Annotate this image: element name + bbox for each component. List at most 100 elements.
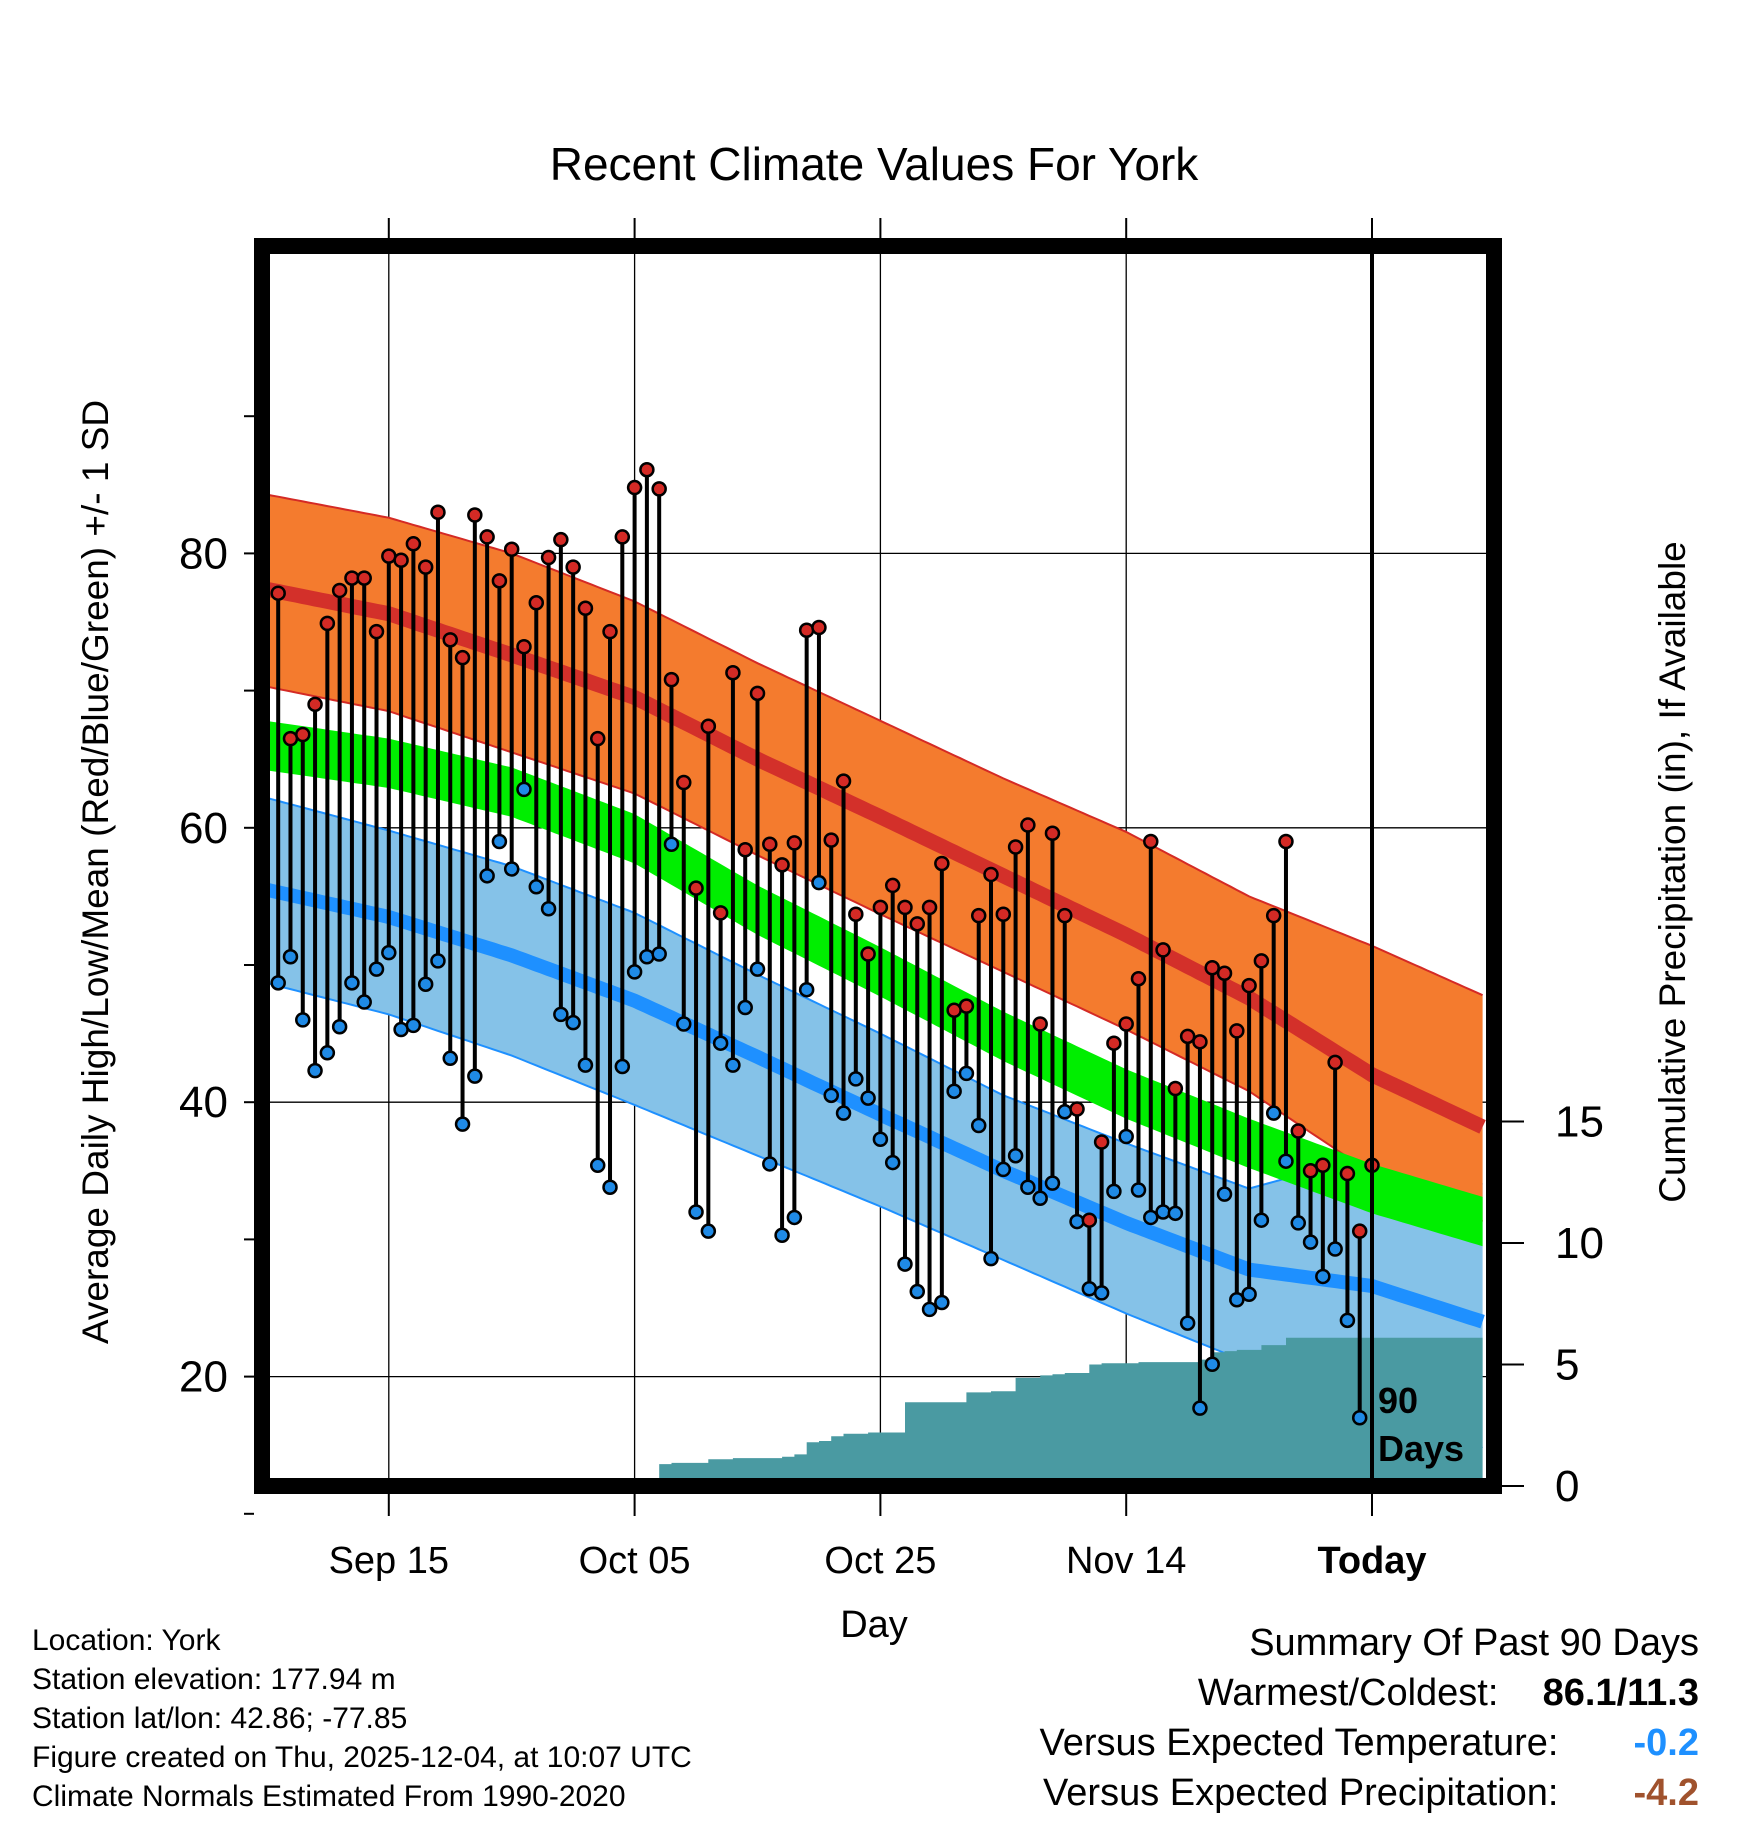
daily-high-point bbox=[848, 906, 864, 922]
daily-low-point bbox=[368, 961, 385, 977]
daily-high-point bbox=[909, 916, 926, 932]
daily-high-point bbox=[1081, 1212, 1098, 1228]
daily-low-point bbox=[774, 1227, 790, 1244]
daily-low-point bbox=[1143, 1209, 1159, 1226]
daily-low-point bbox=[688, 1204, 704, 1220]
daily-low-point bbox=[995, 1161, 1012, 1178]
x-tick-label: Today bbox=[1317, 1540, 1426, 1582]
daily-low-point bbox=[516, 781, 532, 798]
daily-high-point bbox=[1278, 833, 1294, 850]
daily-high-point bbox=[1315, 1157, 1331, 1174]
daily-high-point bbox=[1216, 965, 1233, 981]
temp-value: -0.2 bbox=[1633, 1722, 1699, 1764]
summary-warmest-coldest: Warmest/Coldest: 86.1/11.3 bbox=[1040, 1668, 1699, 1718]
daily-high-point bbox=[1057, 907, 1073, 924]
daily-high-point bbox=[1032, 1016, 1048, 1032]
daily-high-point bbox=[270, 585, 286, 601]
daily-low-point bbox=[577, 1057, 594, 1073]
daily-low-point bbox=[1007, 1147, 1024, 1164]
high-normal-line bbox=[264, 581, 1486, 1134]
daily-low-point bbox=[1155, 1204, 1171, 1220]
daily-low-point bbox=[639, 949, 655, 965]
daily-low-point bbox=[626, 964, 643, 980]
daily-high-point bbox=[1253, 953, 1270, 969]
daily-high-point bbox=[1327, 1054, 1343, 1071]
daily-low-point bbox=[1167, 1205, 1184, 1222]
info-created: Figure created on Thu, 2025-12-04, at 10… bbox=[32, 1741, 692, 1774]
daily-high-point bbox=[835, 773, 852, 789]
daily-low-point bbox=[983, 1250, 999, 1267]
daily-high-point bbox=[626, 479, 643, 496]
info-elevation: Station elevation: 177.94 m bbox=[32, 1663, 396, 1696]
daily-low-point bbox=[1290, 1215, 1307, 1231]
daily-high-point bbox=[1093, 1134, 1110, 1150]
daily-low-point bbox=[921, 1301, 938, 1318]
daily-high-point bbox=[958, 998, 975, 1014]
daily-low-point bbox=[970, 1117, 987, 1134]
x-tick-label: Sep 15 bbox=[329, 1540, 449, 1582]
daily-high-point bbox=[491, 573, 508, 589]
daily-low-point bbox=[1204, 1356, 1220, 1373]
daily-high-point bbox=[1290, 1123, 1307, 1139]
daily-low-point bbox=[381, 944, 397, 961]
daily-high-point bbox=[307, 696, 323, 713]
daily-high-point bbox=[712, 905, 729, 921]
daily-low-point bbox=[331, 1018, 348, 1035]
daily-high-point bbox=[368, 623, 385, 640]
daily-high-point bbox=[1069, 1101, 1085, 1117]
daily-high-point bbox=[1204, 959, 1220, 976]
today-days-word: Days bbox=[1378, 1428, 1464, 1469]
daily-low-point bbox=[737, 999, 753, 1016]
daily-high-point bbox=[553, 531, 569, 548]
daily-low-point bbox=[467, 1068, 483, 1084]
daily-high-point bbox=[811, 619, 827, 636]
daily-high-point bbox=[1118, 1016, 1134, 1032]
daily-high-point bbox=[430, 504, 446, 520]
daily-low-point bbox=[909, 1283, 926, 1300]
daily-high-point bbox=[295, 726, 311, 743]
mean-band bbox=[265, 720, 1483, 1247]
daily-low-point bbox=[356, 994, 372, 1010]
daily-low-point bbox=[393, 1021, 409, 1038]
daily-high-point bbox=[1044, 825, 1061, 842]
daily-high-point bbox=[1241, 977, 1257, 994]
daily-high-point bbox=[700, 718, 717, 735]
daily-high-point bbox=[479, 529, 495, 545]
daily-high-point bbox=[1020, 817, 1036, 833]
daily-low-point bbox=[1020, 1179, 1036, 1196]
y2-axis-label: Cumulative Precipitation (in), If Availa… bbox=[1652, 541, 1693, 1203]
cumulative-precip-area bbox=[265, 1337, 1483, 1486]
today-days-number: 90 bbox=[1378, 1380, 1418, 1421]
daily-low-point bbox=[565, 1014, 581, 1031]
daily-low-point bbox=[1044, 1175, 1061, 1191]
daily-high-point bbox=[676, 774, 692, 791]
daily-low-point bbox=[1339, 1312, 1356, 1329]
daily-high-point bbox=[528, 595, 545, 611]
daily-high-point bbox=[1351, 1223, 1368, 1239]
daily-low-point bbox=[307, 1062, 323, 1079]
daily-high-point bbox=[1155, 942, 1171, 958]
daily-low-point bbox=[725, 1057, 741, 1073]
daily-high-point bbox=[516, 638, 532, 655]
daily-low-point bbox=[798, 981, 815, 998]
daily-high-point bbox=[995, 906, 1012, 922]
daily-high-point bbox=[356, 570, 372, 586]
daily-low-point bbox=[1302, 1234, 1319, 1250]
daily-low-point bbox=[614, 1058, 631, 1075]
daily-low-point bbox=[1327, 1241, 1343, 1257]
daily-low-point bbox=[1192, 1400, 1208, 1416]
plot-content bbox=[262, 246, 1494, 1486]
daily-low-point bbox=[528, 879, 545, 895]
x-tick-label: Oct 05 bbox=[579, 1540, 691, 1582]
summary-panel: Summary Of Past 90 Days Warmest/Coldest:… bbox=[1040, 1618, 1699, 1818]
daily-high-point bbox=[737, 842, 753, 858]
daily-high-point bbox=[983, 866, 999, 883]
daily-low-point bbox=[1106, 1183, 1122, 1200]
daily-high-point bbox=[442, 632, 458, 648]
daily-high-point bbox=[282, 730, 299, 747]
daily-low-point bbox=[712, 1035, 729, 1051]
y2-tick-label: 0 bbox=[1555, 1462, 1579, 1511]
daily-low-point bbox=[430, 953, 446, 969]
daily-low-point bbox=[897, 1256, 913, 1272]
temp-label: Versus Expected Temperature: bbox=[1039, 1722, 1559, 1764]
